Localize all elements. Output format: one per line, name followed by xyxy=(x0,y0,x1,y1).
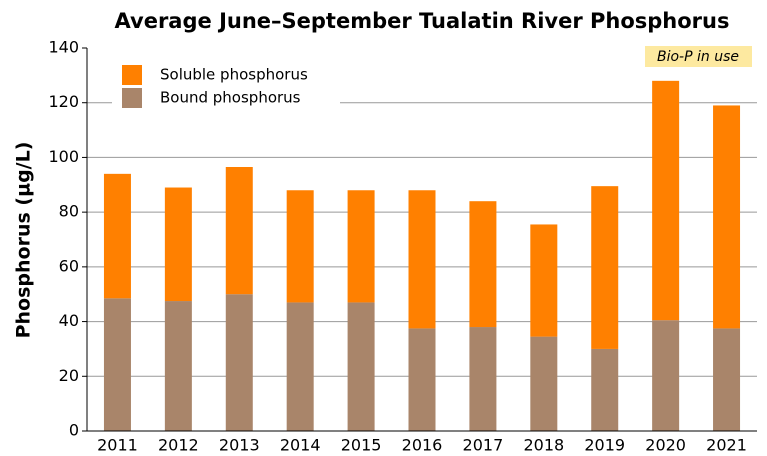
bar-segment xyxy=(225,167,253,295)
x-tick-label: 2019 xyxy=(584,436,625,455)
bar-segment xyxy=(530,224,558,337)
x-tick-label: 2018 xyxy=(523,436,564,455)
legend-background xyxy=(112,60,340,114)
bar-segment xyxy=(103,298,131,431)
x-tick-label: 2020 xyxy=(645,436,686,455)
bar-segment xyxy=(469,201,497,328)
bar-segment xyxy=(286,190,314,303)
bar-segment xyxy=(713,105,741,329)
annotation: Bio-P in use xyxy=(657,49,739,65)
y-tick-label: 140 xyxy=(48,38,79,57)
bar-segment xyxy=(591,348,619,431)
annotation-background xyxy=(645,46,752,67)
bar-segment xyxy=(530,336,558,431)
x-tick-label: 2011 xyxy=(97,436,138,455)
bar-segment xyxy=(164,301,192,431)
bar-segment xyxy=(652,320,680,431)
bar-segment xyxy=(164,187,192,302)
x-tick-label: 2014 xyxy=(280,436,321,455)
bar-segment xyxy=(469,327,497,431)
bar-segment xyxy=(652,80,680,321)
legend-label: Soluble phosphorus xyxy=(160,66,308,84)
bar-segment xyxy=(408,190,436,329)
y-tick-label: 80 xyxy=(59,202,79,221)
y-tick-label: 20 xyxy=(59,366,79,385)
legend-label: Bound phosphorus xyxy=(160,89,301,107)
x-tick-label: 2012 xyxy=(158,436,199,455)
y-tick-label: 0 xyxy=(69,421,79,440)
legend-swatch xyxy=(122,88,142,108)
legend-swatch xyxy=(122,65,142,85)
y-tick-label: 120 xyxy=(48,92,79,111)
x-tick-label: 2016 xyxy=(402,436,443,455)
bar-segment xyxy=(103,173,131,299)
bar-segment xyxy=(591,186,619,349)
y-tick-label: 100 xyxy=(48,147,79,166)
y-tick-label: 40 xyxy=(59,311,79,330)
x-tick-label: 2013 xyxy=(219,436,260,455)
chart-title: Average June–September Tualatin River Ph… xyxy=(115,9,730,33)
y-axis-label: Phosphorus (µg/L) xyxy=(13,142,35,339)
bar-segment xyxy=(347,190,375,303)
x-tick-label: 2017 xyxy=(463,436,504,455)
bar-segment xyxy=(408,328,436,431)
x-tick-label: 2015 xyxy=(341,436,382,455)
bar-segment xyxy=(347,302,375,431)
x-tick-label: 2021 xyxy=(706,436,747,455)
bar-segment xyxy=(225,294,253,431)
bar-segment xyxy=(286,302,314,431)
bar-segment xyxy=(713,328,741,431)
y-tick-label: 60 xyxy=(59,256,79,275)
